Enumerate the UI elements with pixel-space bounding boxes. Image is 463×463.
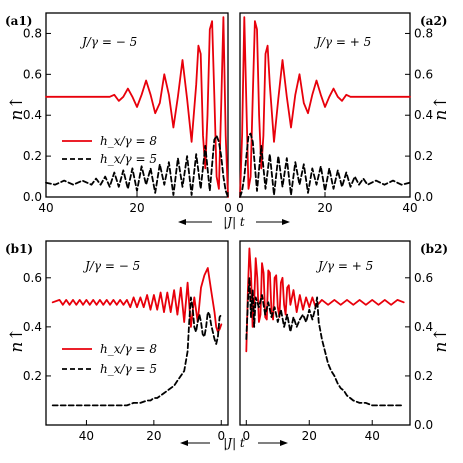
series-a2-hx8	[239, 16, 411, 198]
panel-a2-ticks: 0 20 400.0 0.2 0.4 0.6 0.8	[236, 26, 433, 215]
legend-a-hx8: h_x/γ = 8	[100, 134, 157, 148]
ytick-label-a2-2: 0.4	[414, 108, 433, 122]
ytick-label-a1-1: 0.2	[23, 149, 42, 163]
panel-a1-ticks: 40 20 0 0.0 0.2 0.4 0.6 0.8	[23, 26, 232, 215]
panel-a2-ylabel: n↑	[431, 95, 451, 120]
panel-b1-label: (b1)	[5, 242, 33, 256]
ytick-label-b1-0: 0.2	[23, 369, 42, 383]
ytick-label-b1-1: 0.4	[23, 320, 42, 334]
series-a2-hx5	[239, 132, 411, 198]
legend-b-hx8: h_x/γ = 8	[100, 342, 157, 356]
xtick-label-b2-2: 40	[365, 429, 380, 443]
ytick-label-b2-1: 0.2	[414, 369, 433, 383]
series-b2-hx8	[245, 247, 405, 353]
panel-b2-ylabel: n↑	[431, 327, 451, 352]
series-b2-hx5	[245, 276, 405, 407]
panel-b1-frame	[45, 240, 229, 426]
xtick-label-a2-0: 0	[236, 201, 244, 215]
ytick-label-a2-3: 0.6	[414, 67, 433, 81]
panel-b1-ticks: 40 20 0 0.2 0.4 0.6	[23, 271, 225, 443]
panel-a1-label: (a1)	[5, 14, 32, 28]
panel-b1: 40 20 0 0.2 0.4 0.6 (b1) J/γ = − 5 n↑	[5, 240, 229, 443]
panel-b2-ticks: 0 20 40 0.0 0.2 0.4 0.6	[242, 271, 433, 443]
panel-b2-frame	[239, 240, 411, 426]
xlabel-b-arrowhead-left	[180, 440, 188, 446]
legend-b-hx5: h_x/γ = 5	[100, 362, 157, 376]
xtick-label-b2-1: 20	[302, 429, 317, 443]
xlabel-a-arrowhead-right	[282, 219, 290, 225]
panel-b1-ylabel: n↑	[7, 327, 27, 352]
panel-a2-plot	[239, 16, 411, 198]
panel-b2-plot	[245, 247, 405, 407]
panel-a2: 0 20 400.0 0.2 0.4 0.6 0.8 (a2) J/γ = + 5 n↑	[236, 12, 451, 215]
xtick-label-a1-1: 20	[129, 201, 144, 215]
xtick-label-b1-0: 40	[79, 429, 94, 443]
ytick-label-a1-2: 0.4	[23, 108, 42, 122]
panel-a2-annotation: J/γ = + 5	[313, 35, 371, 49]
panel-a1-ylabel: n↑	[7, 95, 27, 120]
panel-a1-plot	[45, 16, 229, 198]
xlabel-a: |J| t	[223, 215, 245, 229]
ytick-label-b2-2: 0.4	[414, 320, 433, 334]
panel-a1: 40 20 0 0.0 0.2 0.4 0.6 0.8 (a1) J/γ = − 5 n↑	[5, 12, 232, 215]
panel-b2: 0 20 40 0.0 0.2 0.4 0.6 (b2) J/γ = + 5 n↑	[239, 240, 451, 443]
xtick-label-a2-2: 40	[402, 201, 417, 215]
ytick-label-a2-1: 0.2	[414, 149, 433, 163]
legend-b: h_x/γ = 8 h_x/γ = 5	[62, 342, 157, 376]
panel-b1-plot	[51, 267, 223, 407]
series-a1-hx5	[45, 134, 229, 198]
xtick-label-b2-0: 0	[242, 429, 250, 443]
xlabel-b: |J| t	[180, 436, 288, 450]
panel-b2-label: (b2)	[420, 242, 448, 256]
ytick-label-a2-4: 0.8	[414, 26, 433, 40]
xtick-label-b1-2: 0	[217, 429, 225, 443]
xtick-label-a2-1: 20	[317, 201, 332, 215]
xlabel-b: |J| t	[223, 436, 245, 450]
xtick-label-b1-1: 20	[146, 429, 161, 443]
xlabel-a-arrowhead-left	[178, 219, 186, 225]
ytick-label-a1-3: 0.6	[23, 67, 42, 81]
ytick-label-a1-4: 0.8	[23, 26, 42, 40]
series-a1-hx8	[45, 16, 229, 198]
ytick-label-b2-0: 0.0	[414, 418, 433, 432]
xlabel-a: |J| t	[178, 215, 290, 229]
ytick-label-a2-0: 0.0	[414, 190, 433, 204]
panel-a1-annotation: J/γ = − 5	[79, 35, 137, 49]
legend-a-hx5: h_x/γ = 5	[100, 152, 157, 166]
legend-a: h_x/γ = 8 h_x/γ = 5	[62, 134, 157, 166]
xlabel-b-arrowhead-right	[280, 440, 288, 446]
series-b1-hx5	[51, 296, 223, 407]
xtick-label-a1-0: 40	[38, 201, 53, 215]
ytick-label-b2-3: 0.6	[414, 271, 433, 285]
panel-b2-annotation: J/γ = + 5	[315, 259, 373, 273]
panel-b1-annotation: J/γ = − 5	[82, 259, 140, 273]
ytick-label-b1-2: 0.6	[23, 271, 42, 285]
xtick-label-a1-2: 0	[224, 201, 232, 215]
panel-a2-label: (a2)	[420, 14, 447, 28]
ytick-label-a1-0: 0.0	[23, 190, 42, 204]
series-b1-hx8	[51, 267, 223, 333]
